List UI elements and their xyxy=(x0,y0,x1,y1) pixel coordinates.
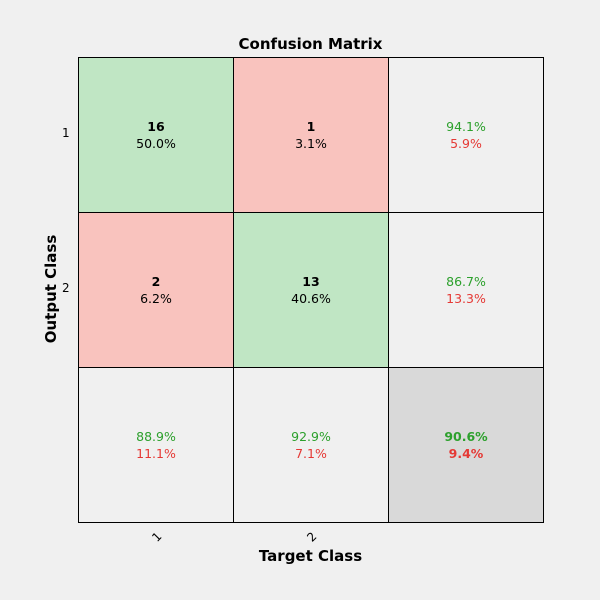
cell-percent: 3.1% xyxy=(295,136,327,151)
x-tick-label: 2 xyxy=(304,529,320,545)
overall-correct-percent: 90.6% xyxy=(444,429,488,444)
cell-count: 1 xyxy=(306,119,316,134)
correct-percent: 86.7% xyxy=(446,274,486,289)
correct-percent: 94.1% xyxy=(446,119,486,134)
row-summary-cell: 86.7% 13.3% xyxy=(388,212,544,368)
column-summary-cell: 88.9% 11.1% xyxy=(78,367,234,523)
y-tick-label: 1 xyxy=(62,126,70,140)
y-axis-label: Output Class xyxy=(42,234,60,344)
matrix-cell: 1 3.1% xyxy=(233,57,389,213)
overall-accuracy-cell: 90.6% 9.4% xyxy=(388,367,544,523)
matrix-cell: 16 50.0% xyxy=(78,57,234,213)
correct-percent: 88.9% xyxy=(136,429,176,444)
correct-percent: 92.9% xyxy=(291,429,331,444)
column-summary-cell: 92.9% 7.1% xyxy=(233,367,389,523)
x-tick-label: 1 xyxy=(149,529,165,545)
overall-incorrect-percent: 9.4% xyxy=(448,446,484,461)
incorrect-percent: 7.1% xyxy=(295,446,327,461)
cell-percent: 40.6% xyxy=(291,291,331,306)
incorrect-percent: 5.9% xyxy=(450,136,482,151)
incorrect-percent: 11.1% xyxy=(136,446,176,461)
row-summary-cell: 94.1% 5.9% xyxy=(388,57,544,213)
confusion-matrix-grid: 16 50.0% 1 3.1% 94.1% 5.9% 2 6.2% 13 40.… xyxy=(78,57,544,523)
matrix-cell: 2 6.2% xyxy=(78,212,234,368)
cell-count: 13 xyxy=(302,274,320,289)
cell-count: 16 xyxy=(147,119,165,134)
chart-title: Confusion Matrix xyxy=(238,35,383,53)
y-tick-label: 2 xyxy=(62,281,70,295)
incorrect-percent: 13.3% xyxy=(446,291,486,306)
cell-count: 2 xyxy=(151,274,161,289)
matrix-cell: 13 40.6% xyxy=(233,212,389,368)
x-axis-label: Target Class xyxy=(258,547,363,565)
cell-percent: 6.2% xyxy=(140,291,172,306)
cell-percent: 50.0% xyxy=(136,136,176,151)
